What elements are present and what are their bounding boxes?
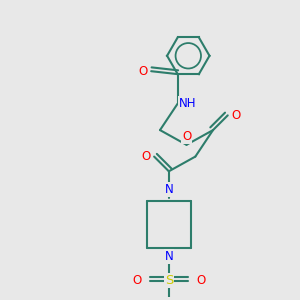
Text: N: N [164, 183, 173, 196]
Text: S: S [165, 274, 173, 287]
Text: NH: NH [179, 97, 197, 110]
Text: N: N [164, 250, 173, 263]
Text: O: O [231, 109, 241, 122]
Text: O: O [196, 274, 205, 287]
Text: O: O [132, 274, 142, 287]
Text: O: O [141, 150, 151, 163]
Text: O: O [182, 130, 191, 143]
Text: O: O [138, 65, 148, 78]
